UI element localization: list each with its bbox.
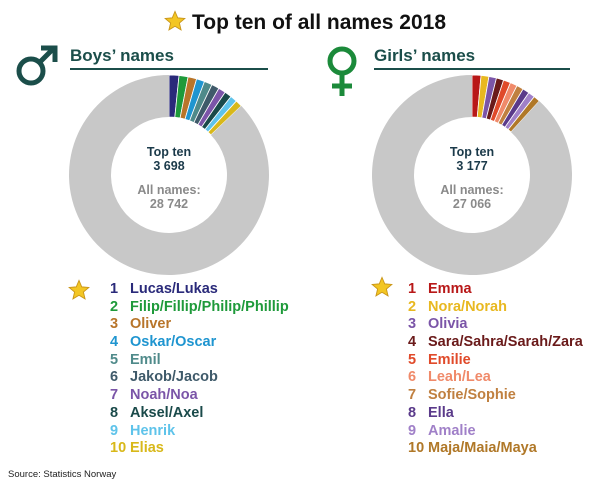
girls-name-item: 2 Nora/Norah [408, 299, 583, 317]
female-symbol-icon [327, 46, 357, 96]
boys-top-star-icon [68, 279, 90, 300]
girls-name-text: Nora/Norah [428, 298, 507, 315]
star-icon [164, 10, 186, 31]
boys-name-text: Noah/Noa [130, 387, 198, 404]
girls-name-rank: 6 [408, 369, 417, 386]
girls-top-ten-label: Top ten [449, 145, 495, 159]
source-note: Source: Statistics Norway [8, 469, 117, 480]
girls-name-item: 1 Emma [408, 281, 583, 299]
girls-name-item: 5 Emilie [408, 352, 583, 370]
girls-heading-rule [374, 68, 570, 70]
girls-name-text: Amalie [428, 422, 476, 439]
boys-name-rank: 8 [110, 404, 119, 421]
girls-all-names-label: All names: [440, 183, 504, 197]
boys-name-rank: 3 [110, 316, 119, 333]
boys-all-names-label: All names: [137, 183, 201, 197]
girls-name-item: 8 Ella [408, 405, 583, 423]
girls-name-text: Emma [428, 281, 472, 297]
boys-heading-label: Boys’ names [70, 46, 174, 65]
girls-name-rank: 3 [408, 316, 417, 333]
boys-all-names-value: 28 742 [149, 197, 189, 211]
boys-name-text: Emil [130, 351, 161, 368]
boys-name-text: Oskar/Oscar [130, 334, 217, 351]
girls-donut-chart [372, 74, 572, 275]
girls-name-rank: 5 [408, 351, 417, 368]
girls-name-text: Maja/Maia/Maya [428, 440, 537, 457]
boys-donut-chart [68, 74, 269, 275]
chart-title-text: Top ten of all names 2018 [191, 11, 447, 34]
boys-name-item: 8 Aksel/Axel [110, 405, 289, 423]
boys-name-text: Jakob/Jacob [130, 369, 218, 386]
girls-name-rank: 1 [408, 281, 417, 297]
boys-name-item: 10 Elias [110, 440, 289, 458]
girls-name-text: Olivia [428, 316, 468, 333]
girls-name-text: Emilie [428, 351, 471, 368]
boys-center-label: Top ten 3 698 All names: 28 742 [109, 145, 229, 211]
girls-section-heading: Girls’ names [374, 46, 570, 70]
girls-name-rank: 7 [408, 387, 417, 404]
girls-name-text: Sara/Sahra/Sarah/Zara [428, 334, 583, 351]
girls-name-list: 1 Emma 2 Nora/Norah 3 Olivia 4 Sara/Sahra/Sarah… [408, 281, 583, 458]
boys-name-text: Filip/Fillip/Philip/Phillip [130, 298, 289, 315]
boys-name-text: Aksel/Axel [130, 404, 204, 421]
girls-name-item: 9 Amalie [408, 423, 583, 441]
girls-all-names-value: 27 066 [452, 197, 492, 211]
girls-top-ten-value: 3 177 [456, 159, 488, 173]
boys-name-rank: 7 [110, 387, 119, 404]
girls-center-label: Top ten 3 177 All names: 27 066 [412, 145, 532, 211]
boys-name-item: 1 Lucas/Lukas [110, 281, 289, 299]
boys-name-rank: 9 [110, 422, 119, 439]
girls-name-rank: 2 [408, 298, 417, 315]
boys-name-item: 9 Henrik [110, 423, 289, 441]
girls-name-item: 3 Olivia [408, 316, 583, 334]
boys-name-rank: 5 [110, 351, 119, 368]
boys-name-text: Lucas/Lukas [130, 281, 218, 297]
girls-name-item: 4 Sara/Sahra/Sarah/Zara [408, 334, 583, 352]
boys-heading-rule [70, 68, 268, 70]
chart-title: Top ten of all names 2018 [0, 10, 610, 35]
boys-name-rank: 2 [110, 298, 119, 315]
girls-name-rank: 10 [408, 440, 425, 457]
girls-name-rank: 8 [408, 404, 417, 421]
boys-top-ten-label: Top ten [146, 145, 192, 159]
boys-top-ten-value: 3 698 [153, 159, 185, 173]
male-symbol-icon [16, 45, 58, 86]
girls-top-star-icon [371, 276, 393, 297]
boys-name-text: Oliver [130, 316, 172, 333]
boys-name-rank: 10 [110, 440, 127, 457]
boys-name-item: 7 Noah/Noa [110, 387, 289, 405]
girls-name-item: 10 Maja/Maia/Maya [408, 440, 583, 458]
boys-donut-slice [68, 75, 269, 275]
girls-donut-slice [372, 75, 572, 275]
girls-name-item: 7 Sofie/Sophie [408, 387, 583, 405]
boys-name-text: Elias [130, 440, 164, 457]
boys-name-item: 2 Filip/Fillip/Philip/Phillip [110, 299, 289, 317]
boys-name-item: 5 Emil [110, 352, 289, 370]
boys-name-item: 4 Oskar/Oscar [110, 334, 289, 352]
boys-name-text: Henrik [130, 422, 176, 439]
girls-name-text: Leah/Lea [428, 369, 491, 386]
boys-name-item: 3 Oliver [110, 316, 289, 334]
girls-name-text: Sofie/Sophie [428, 387, 516, 404]
boys-name-rank: 6 [110, 369, 119, 386]
boys-name-rank: 1 [110, 281, 119, 297]
boys-name-list: 1 Lucas/Lukas 2 Filip/Fillip/Philip/Phillip… [110, 281, 289, 458]
girls-heading-label: Girls’ names [374, 46, 476, 65]
boys-name-rank: 4 [110, 334, 119, 351]
boys-section-heading: Boys’ names [70, 46, 268, 70]
girls-donut-slice [507, 96, 540, 133]
boys-name-item: 6 Jakob/Jacob [110, 369, 289, 387]
girls-name-rank: 4 [408, 334, 417, 351]
girls-name-item: 6 Leah/Lea [408, 369, 583, 387]
girls-name-rank: 9 [408, 422, 417, 439]
girls-name-text: Ella [428, 404, 454, 421]
